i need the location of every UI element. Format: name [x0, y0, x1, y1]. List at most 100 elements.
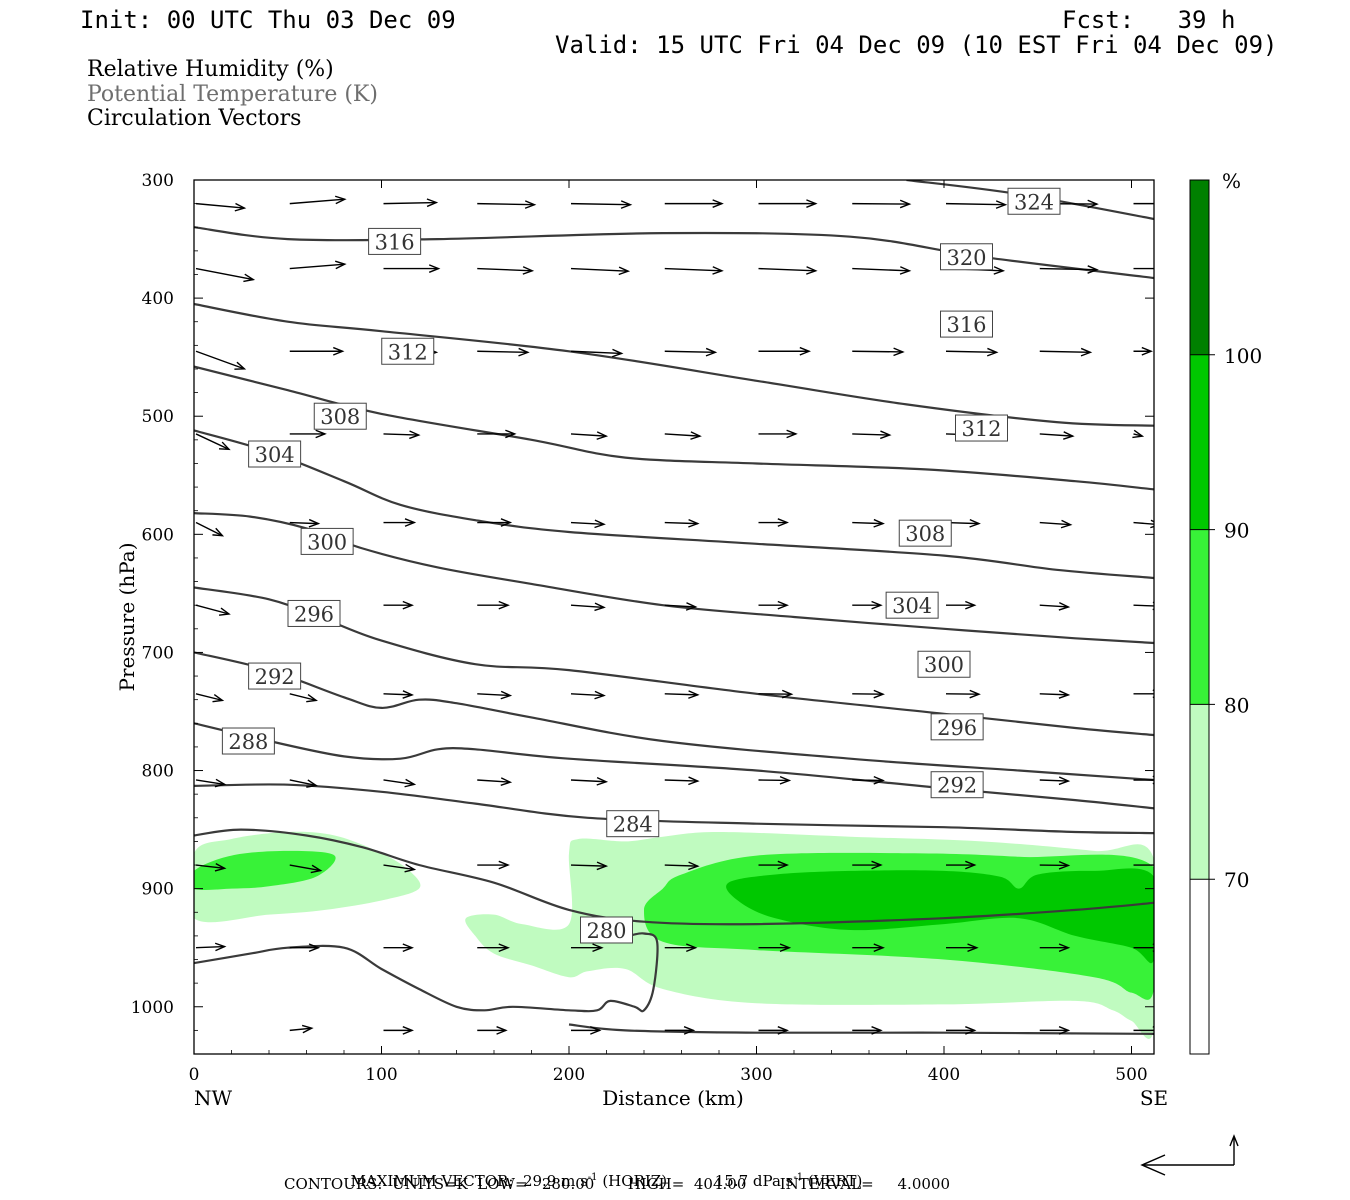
vector-arrow	[1132, 429, 1145, 439]
vector-arrow	[758, 266, 818, 275]
colorbar-unit: %	[1222, 169, 1241, 193]
vector-arrow	[664, 199, 724, 208]
vector-arrow	[195, 778, 227, 788]
theta-contour-280	[194, 932, 659, 1013]
vector-arrow	[570, 602, 606, 612]
y-tick-label: 400	[142, 289, 174, 309]
svg-text:280: 280	[586, 919, 626, 943]
y-tick-label: 700	[142, 643, 174, 663]
rh-region-90	[726, 868, 1154, 964]
svg-text:320: 320	[946, 246, 986, 270]
vector-arrow	[570, 266, 631, 276]
contour-label-320: 320	[940, 243, 993, 271]
vector-arrow	[383, 518, 417, 527]
vector-arrow	[477, 518, 513, 527]
svg-text:308: 308	[320, 405, 360, 429]
theta-contour-288	[194, 783, 1154, 835]
x-end-right: SE	[1140, 1086, 1168, 1110]
x-tick-label: 200	[553, 1065, 585, 1085]
x-tick-label: 300	[740, 1065, 772, 1085]
vector-arrow	[852, 943, 885, 953]
legend-rh: Relative Humidity (%)	[87, 57, 334, 82]
x-tick-label: 100	[365, 1065, 397, 1085]
vector-arrow	[758, 346, 811, 356]
vector-arrow	[664, 266, 724, 275]
theta-contour-316	[194, 302, 1154, 427]
colorbar-segment	[1190, 704, 1209, 880]
y-tick-label: 500	[142, 407, 174, 427]
plot-frame	[193, 179, 1155, 1055]
colorbar-tick-label: 90	[1224, 519, 1249, 543]
vector-arrow	[1133, 202, 1154, 205]
vector-arrow	[1039, 347, 1093, 357]
vector-arrow	[758, 518, 789, 527]
footer-contours: CONTOURS: UNITS=K LOW= 280.00 HIGH= 404.…	[284, 1175, 950, 1193]
vector-arrow	[383, 943, 414, 953]
vector-arrow	[383, 690, 414, 699]
contour-label-316: 316	[368, 227, 422, 255]
vector-arrow	[195, 267, 256, 283]
vector-arrow	[852, 347, 905, 357]
vector-arrow	[477, 266, 535, 275]
vector-arrow	[852, 689, 885, 699]
svg-text:300: 300	[924, 653, 964, 677]
vector-arrow	[664, 776, 700, 786]
vector-arrow	[852, 1026, 883, 1035]
contour-label-292: 292	[248, 662, 302, 690]
vector-arrow	[1039, 860, 1071, 870]
x-end-left: NW	[194, 1086, 233, 1110]
vector-arrow	[383, 430, 421, 440]
vector-arrow	[852, 775, 885, 785]
vector-arrow	[383, 600, 414, 610]
init-time: Init: 00 UTC Thu 03 Dec 09	[80, 6, 456, 34]
vector-arrow	[383, 1026, 414, 1035]
vector-arrow	[945, 200, 1008, 209]
vector-arrow	[946, 943, 979, 953]
vector-arrow	[1039, 431, 1075, 440]
valid-time: Valid: 15 UTC Fri 04 Dec 09 (10 EST Fri …	[555, 31, 1278, 59]
vector-arrow	[1133, 346, 1153, 356]
vector-arrow	[570, 776, 609, 786]
contour-label-292: 292	[930, 771, 984, 799]
vector-arrow	[664, 1026, 696, 1035]
vector-arrow	[477, 777, 513, 786]
vector-arrow	[852, 199, 912, 209]
vector-arrow	[383, 778, 417, 788]
vector-arrow	[1039, 265, 1099, 274]
colorbar-segment	[1190, 879, 1209, 1054]
vector-arrow	[1133, 1026, 1154, 1035]
colorbar-segment	[1190, 529, 1209, 705]
vector-arrow	[852, 430, 892, 440]
vector-arrow	[1133, 775, 1154, 785]
svg-text:300: 300	[307, 530, 347, 554]
vector-arrow	[289, 864, 323, 874]
vector-arrow	[289, 518, 321, 528]
vector-arrow	[570, 519, 606, 529]
vector-arrow	[289, 260, 347, 270]
vector-arrow	[289, 346, 345, 356]
theta-contour-280	[568, 1023, 1154, 1035]
vector-arrow	[289, 1024, 314, 1034]
colorbar-tick-label: 100	[1224, 344, 1262, 368]
legend-vectors: Circulation Vectors	[87, 106, 302, 131]
colorbar-segment	[1190, 180, 1209, 355]
contour-label-304: 304	[885, 591, 939, 619]
y-tick-label: 300	[142, 171, 174, 191]
vector-arrow	[852, 266, 912, 275]
vector-arrow	[195, 202, 247, 212]
contour-label-300: 300	[300, 527, 354, 555]
vector-arrow	[1039, 602, 1071, 611]
contour-label-288: 288	[221, 727, 275, 755]
vector-arrow	[570, 861, 609, 871]
svg-text:316: 316	[375, 230, 415, 254]
x-axis-title: Distance (km)	[602, 1086, 744, 1110]
vector-arrow	[195, 693, 225, 703]
y-tick-label: 900	[142, 880, 174, 900]
vector-arrow	[1133, 943, 1154, 953]
vector-arrow	[946, 600, 977, 610]
potential-temperature-contours	[194, 180, 1154, 1035]
contour-label-300: 300	[917, 650, 971, 678]
vector-arrow	[945, 347, 999, 357]
svg-text:304: 304	[255, 443, 295, 467]
